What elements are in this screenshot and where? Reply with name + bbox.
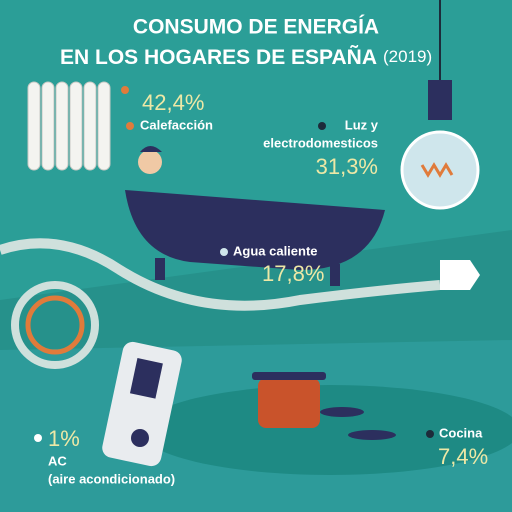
ring xyxy=(25,295,85,355)
label: Calefacción xyxy=(140,117,213,132)
burner xyxy=(348,430,396,440)
bullet xyxy=(126,122,134,130)
label: AC xyxy=(48,453,67,468)
pot-lid xyxy=(252,372,326,380)
plug xyxy=(440,260,480,290)
bathtub xyxy=(125,190,385,270)
remote-screen xyxy=(129,358,163,399)
percent: 31,3% xyxy=(316,154,378,179)
bullet xyxy=(34,434,42,442)
percent: 17,8% xyxy=(262,261,324,286)
title: EN LOS HOGARES DE ESPAÑA xyxy=(60,46,377,69)
label: Agua caliente xyxy=(233,243,318,258)
bulb xyxy=(400,130,480,210)
percent: 1% xyxy=(48,426,80,451)
label: (aire acondicionado) xyxy=(48,471,175,486)
percent: 42,4% xyxy=(142,90,204,115)
radiator xyxy=(27,81,129,171)
remote xyxy=(102,341,182,467)
remote-button xyxy=(131,429,149,447)
person xyxy=(138,150,162,174)
tub-foot xyxy=(155,258,165,280)
bullet xyxy=(426,430,434,438)
year: (2019) xyxy=(383,47,432,66)
pot xyxy=(258,378,320,428)
cable-loop xyxy=(11,281,99,369)
title: EN LOS HOGARES DE ESPAÑA (2019) xyxy=(60,46,432,69)
title: CONSUMO DE ENERGÍA xyxy=(133,16,379,39)
bullet xyxy=(318,122,326,130)
stove-top xyxy=(140,385,512,475)
bullet xyxy=(220,248,228,256)
cable xyxy=(0,238,441,311)
label: Luz y xyxy=(345,117,379,132)
bulb-socket xyxy=(428,80,452,120)
label: electrodomesticos xyxy=(263,135,378,150)
filament xyxy=(420,162,454,178)
burner xyxy=(320,407,364,417)
label: Cocina xyxy=(439,425,483,440)
percent: 7,4% xyxy=(438,444,488,469)
hair xyxy=(140,146,162,152)
tub-foot xyxy=(330,264,340,286)
